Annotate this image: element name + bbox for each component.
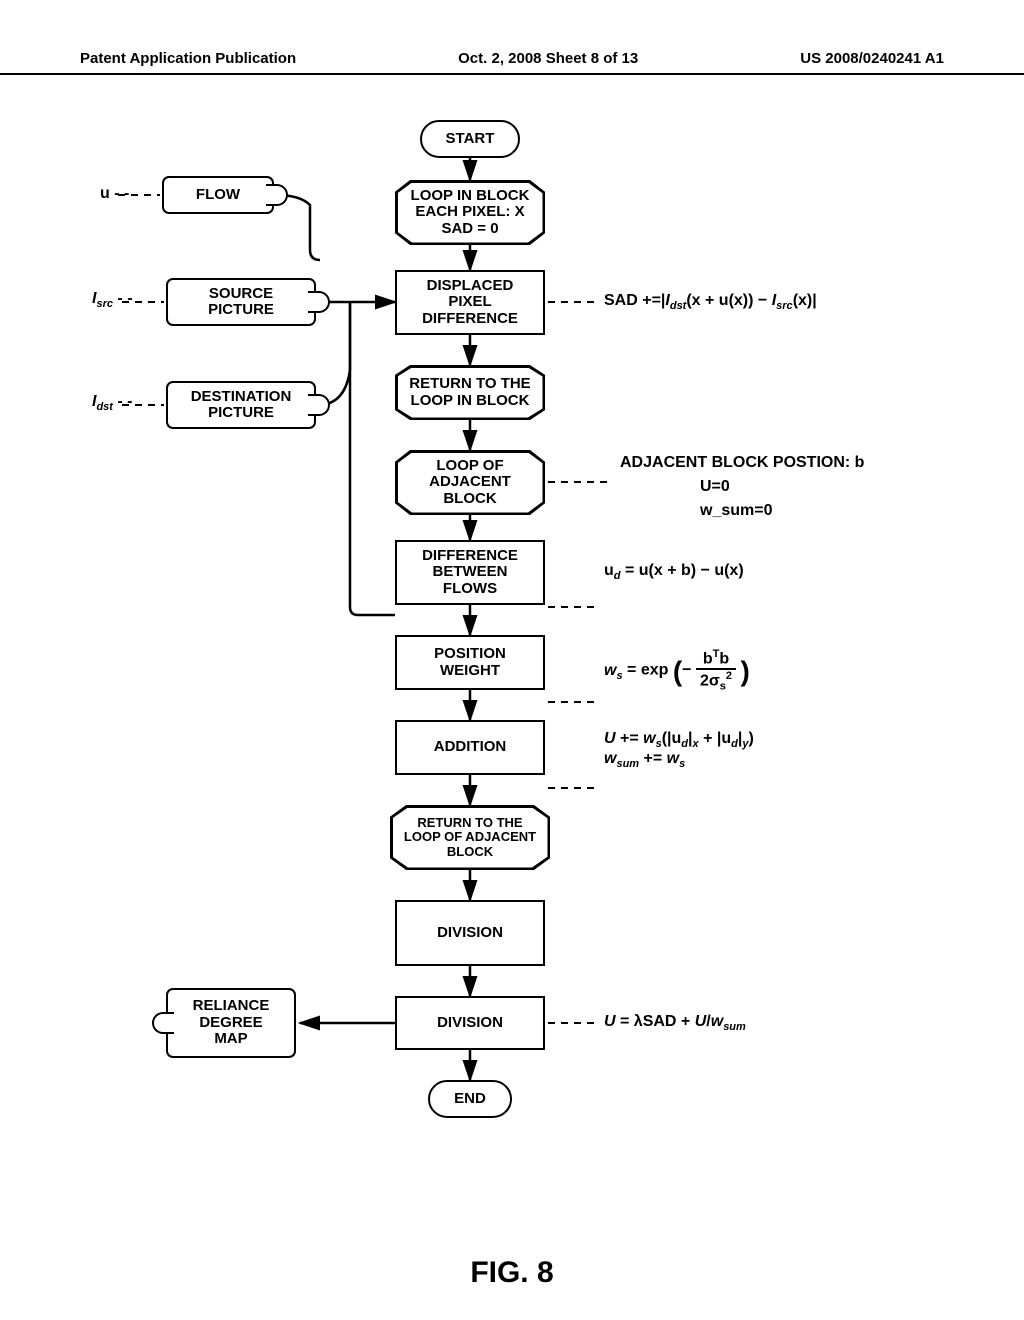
io-tab-icon	[266, 184, 288, 206]
header-right: US 2008/0240241 A1	[800, 50, 944, 67]
io-flow: FLOW	[162, 176, 274, 214]
div-equation: U = λSAD + U/wsum	[604, 1013, 746, 1033]
io-tab-icon	[152, 1012, 174, 1034]
dbf-node: DIFFERENCEBETWEENFLOWS	[395, 540, 545, 605]
io-reliance-label: RELIANCEDEGREEMAP	[166, 988, 296, 1058]
sad-equation: SAD +=|Idst(x + u(x)) − Isrc(x)|	[604, 292, 817, 312]
start-node: START	[420, 120, 520, 158]
ud-equation: ud = u(x + b) − u(x)	[604, 562, 744, 582]
input-u-label: u - -	[100, 185, 129, 203]
add-node: ADDITION	[395, 720, 545, 775]
flowchart: FLOW u - - SOURCEPICTURE Isrc - - DESTIN…	[0, 110, 1024, 1240]
page-header: Patent Application Publication Oct. 2, 2…	[0, 50, 1024, 75]
input-idst-label: Idst - -	[92, 393, 133, 413]
input-isrc-label: Isrc - -	[92, 290, 133, 310]
wsum0-annot: w_sum=0	[700, 502, 772, 520]
figure-label: FIG. 8	[0, 1256, 1024, 1290]
io-reliance: RELIANCEDEGREEMAP	[166, 988, 296, 1058]
header-center: Oct. 2, 2008 Sheet 8 of 13	[458, 50, 638, 67]
io-flow-label: FLOW	[162, 176, 274, 214]
loop-pixel-label: LOOP IN BLOCKEACH PIXEL: XSAD = 0	[398, 183, 543, 243]
io-tab-icon	[308, 291, 330, 313]
posw-node: POSITIONWEIGHT	[395, 635, 545, 690]
loop-pixel-node: LOOP IN BLOCKEACH PIXEL: XSAD = 0	[395, 180, 545, 245]
return-pixel-node: RETURN TO THELOOP IN BLOCK	[395, 365, 545, 420]
dpd-node: DISPLACEDPIXELDIFFERENCE	[395, 270, 545, 335]
add-equation: U += ws(|ud|x + |ud|y) wsum += ws	[604, 730, 754, 770]
end-node: END	[428, 1080, 512, 1118]
io-source-label: SOURCEPICTURE	[166, 278, 316, 326]
loop-adj-label: LOOP OFADJACENTBLOCK	[398, 453, 543, 513]
return-pixel-label: RETURN TO THELOOP IN BLOCK	[398, 368, 543, 418]
io-tab-icon	[308, 394, 330, 416]
u0-annot: U=0	[700, 478, 730, 496]
return-adj-label: RETURN TO THELOOP OF ADJACENTBLOCK	[393, 808, 548, 868]
div2-node: DIVISION	[395, 996, 545, 1050]
div-node: DIVISION	[395, 900, 545, 966]
ws-equation: ws = exp (− bTb 2σs2 )	[604, 648, 750, 693]
return-adj-node: RETURN TO THELOOP OF ADJACENTBLOCK	[390, 805, 550, 870]
io-dest-label: DESTINATIONPICTURE	[166, 381, 316, 429]
io-source: SOURCEPICTURE	[166, 278, 316, 326]
header-left: Patent Application Publication	[80, 50, 296, 67]
loop-adj-node: LOOP OFADJACENTBLOCK	[395, 450, 545, 515]
io-dest: DESTINATIONPICTURE	[166, 381, 316, 429]
adj-block-annot: ADJACENT BLOCK POSTION: b	[620, 454, 864, 472]
